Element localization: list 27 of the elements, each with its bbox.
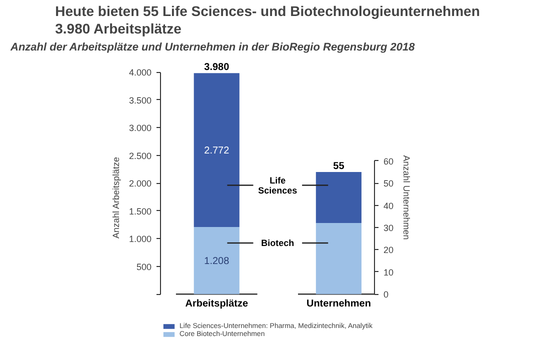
y2-tick-label: 60 <box>384 156 394 166</box>
total-label: 55 <box>333 160 345 172</box>
y2-tick-label: 30 <box>384 222 394 233</box>
y-tick-label: 2.000 <box>128 178 152 189</box>
y-tick-label: 3.000 <box>128 123 152 134</box>
y-tick-label: 1.000 <box>128 234 152 244</box>
y2-tick-label: 40 <box>384 200 394 211</box>
text: Biotech <box>261 238 294 248</box>
y-axis-title: Anzahl Arbeitsplätze <box>110 156 121 239</box>
y-tick-label: 500 <box>136 262 152 272</box>
y2-tick-label: 20 <box>384 245 394 256</box>
x-tick-label: Unternehmen <box>306 298 371 310</box>
y2-axis-title: Anzahl Unternehmen <box>402 155 412 240</box>
y-tick-label: 3.500 <box>128 95 152 106</box>
total-label: 3.980 <box>204 62 230 74</box>
data-label: 2.772 <box>204 146 230 157</box>
y-tick-label: 4.000 <box>128 68 152 78</box>
x-tick-label: Arbeitsplätze <box>185 298 248 310</box>
text: Life Sciences <box>258 175 298 196</box>
y-tick-label: 2.500 <box>128 150 152 161</box>
text: Heute bieten 55 Life Sciences- und Biotechnologieunternehmen 3.980 Arbeitsplätze <box>55 2 480 36</box>
chart-subtitle: Anzahl der Arbeitsplätze und Unternehmen in der BioRegio Regensburg 2018 <box>10 42 416 54</box>
y-tick-label: 1.500 <box>128 206 152 216</box>
y2-tick-label: 0 <box>384 290 389 300</box>
y2-tick-label: 50 <box>384 178 394 189</box>
data-label: 1.208 <box>204 256 230 268</box>
y2-tick-label: 10 <box>384 267 394 278</box>
